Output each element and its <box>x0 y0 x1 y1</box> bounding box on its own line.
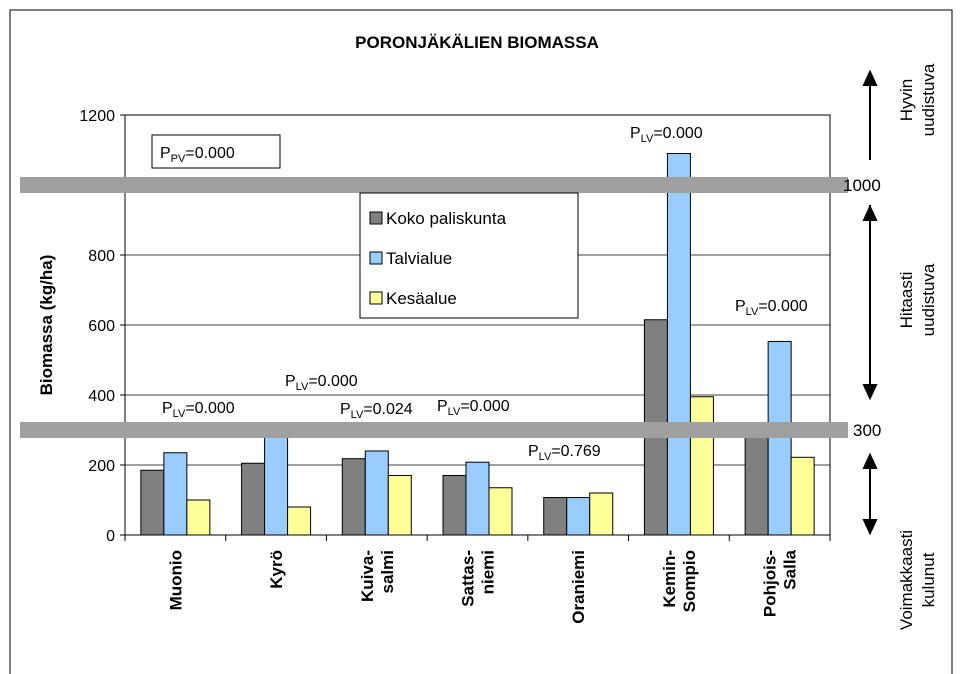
annotation-p: P <box>340 401 351 418</box>
x-tick-label: Salla <box>781 549 800 589</box>
bar <box>264 422 289 536</box>
bar <box>566 497 591 536</box>
box-annotation-sub: PV <box>171 153 186 165</box>
annotation-text: =0.024 <box>363 401 412 418</box>
zone-label: Hyvin <box>897 79 916 122</box>
annotation-text: =0.000 <box>308 373 357 390</box>
reference-label: 1000 <box>843 176 881 195</box>
x-tick-label: niemi <box>479 550 498 594</box>
legend-label: Talvialue <box>386 249 452 268</box>
annotation: PLV=0.000 <box>437 398 510 418</box>
frame <box>9 9 953 674</box>
chart-title: PORONJÄKÄLIEN BIOMASSA <box>355 33 599 52</box>
bar <box>241 462 266 536</box>
x-tick-label: Pohjois- <box>761 550 780 617</box>
bar <box>287 506 312 536</box>
annotation-p: P <box>735 298 746 315</box>
annotation-text: =0.000 <box>185 400 234 417</box>
annotation-p: P <box>162 400 173 417</box>
x-tick-label: Kyrö <box>267 550 286 589</box>
bar <box>442 475 467 536</box>
y-tick-label: 200 <box>88 458 115 475</box>
x-tick-label: Sompio <box>680 550 699 612</box>
x-tick-label: Kemin- <box>660 550 679 608</box>
zone-label: Hitaasti <box>897 272 916 329</box>
annotation: PLV=0.769 <box>528 443 601 463</box>
annotation: PLV=0.000 <box>630 125 703 145</box>
box-annotation-text: =0.000 <box>185 145 234 162</box>
zone-label: uudistuva <box>919 263 938 336</box>
annotation-p: P <box>437 398 448 415</box>
y-tick-label: 800 <box>88 248 115 265</box>
bar <box>465 461 490 536</box>
bar <box>666 153 691 536</box>
annotation: PLV=0.000 <box>162 400 235 420</box>
annotation-sub: LV <box>351 409 364 421</box>
box-annotation: PPV=0.000 <box>160 145 235 165</box>
bar <box>387 475 412 536</box>
legend-swatch <box>369 211 383 225</box>
bar <box>488 487 513 536</box>
bar <box>689 396 714 536</box>
zone-label: kulunut <box>919 552 938 607</box>
arrows <box>862 69 878 536</box>
bar <box>341 458 366 536</box>
y-tick-label: 400 <box>88 388 115 405</box>
box-annotation-p: P <box>160 145 171 162</box>
annotation: PLV=0.000 <box>285 373 358 393</box>
bar <box>543 497 568 536</box>
annotation-box <box>151 134 281 169</box>
x-tick-label: salmi <box>378 550 397 593</box>
bar <box>364 450 389 536</box>
annotation-sub: LV <box>296 381 309 393</box>
bar <box>589 492 614 536</box>
annotation: PLV=0.024 <box>340 401 413 421</box>
annotation-sub: LV <box>746 306 759 318</box>
legend-swatch <box>369 291 383 305</box>
annotation: PLV=0.000 <box>735 298 808 318</box>
bar <box>163 452 188 536</box>
annotation-p: P <box>285 373 296 390</box>
bar <box>744 429 769 536</box>
x-tick-label: Muonio <box>166 550 185 610</box>
annotation-text: =0.000 <box>653 125 702 142</box>
bar <box>767 340 792 536</box>
bar <box>186 499 211 536</box>
y-tick-label: 0 <box>106 528 115 545</box>
y-tick-label: 1200 <box>79 108 115 125</box>
x-tick-label: Sattas- <box>459 550 478 607</box>
annotation-p: P <box>528 443 539 460</box>
bar <box>140 469 165 536</box>
annotation-sub: LV <box>173 408 186 420</box>
y-axis-title: Biomassa (kg/ha) <box>37 255 56 396</box>
legend <box>359 192 579 319</box>
reference-label: 300 <box>853 421 881 440</box>
annotation-text: =0.000 <box>758 298 807 315</box>
annotation-p: P <box>630 125 641 142</box>
annotation-sub: LV <box>641 133 654 145</box>
annotation-sub: LV <box>448 406 461 418</box>
annotation-sub: LV <box>539 451 552 463</box>
x-tick-label: Oraniemi <box>569 550 588 624</box>
zone-label: Voimakkaasti <box>897 530 916 630</box>
legend-label: Koko paliskunta <box>386 209 507 228</box>
zone-label: uudistuva <box>919 63 938 136</box>
bar <box>790 456 815 536</box>
y-tick-label: 600 <box>88 318 115 335</box>
annotation-text: =0.769 <box>551 443 600 460</box>
x-tick-label: Kuiva- <box>358 550 377 602</box>
legend-label: Kesäalue <box>386 289 457 308</box>
legend-swatch <box>369 251 383 265</box>
annotation-text: =0.000 <box>460 398 509 415</box>
